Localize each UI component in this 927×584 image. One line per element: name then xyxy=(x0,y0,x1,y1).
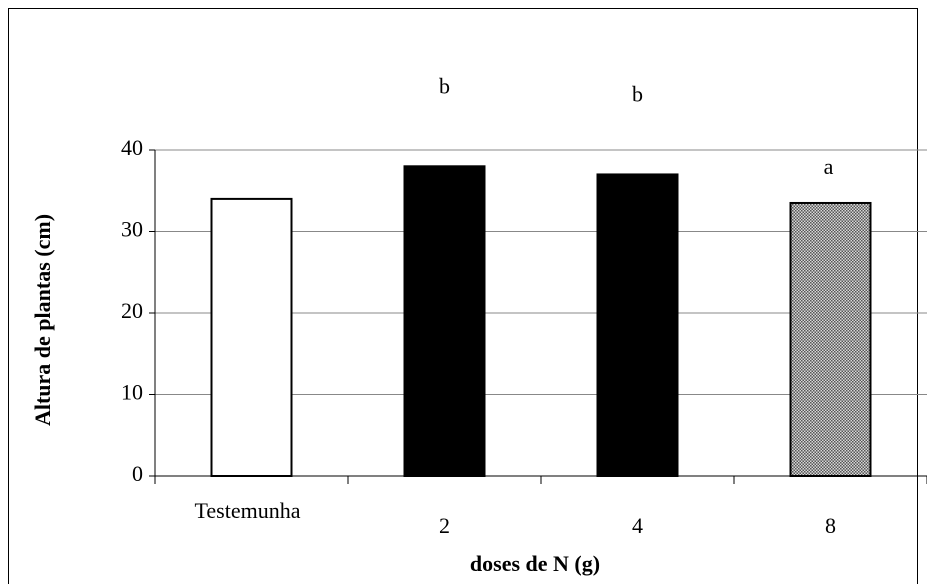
x-tick-label: 4 xyxy=(632,513,643,538)
x-tick-label: 2 xyxy=(439,513,450,538)
x-tick-label: Testemunha xyxy=(195,498,301,523)
bar xyxy=(789,201,872,477)
bar-annotation: a xyxy=(824,154,834,179)
bar-annotation: b xyxy=(632,81,643,106)
y-tick-label: 0 xyxy=(132,461,143,486)
y-tick-label: 10 xyxy=(121,380,143,405)
bar xyxy=(403,165,486,478)
x-axis-label: doses de N (g) xyxy=(470,551,600,576)
y-tick-label: 30 xyxy=(121,217,143,242)
y-tick-label: 20 xyxy=(121,298,143,323)
x-tick-label: 8 xyxy=(825,513,836,538)
bar-annotation: b xyxy=(439,73,450,98)
chart-frame xyxy=(8,8,918,584)
bar xyxy=(596,173,679,477)
y-axis-label: Altura de plantas (cm) xyxy=(30,214,55,426)
y-tick-label: 40 xyxy=(121,135,143,160)
bar xyxy=(210,197,293,477)
